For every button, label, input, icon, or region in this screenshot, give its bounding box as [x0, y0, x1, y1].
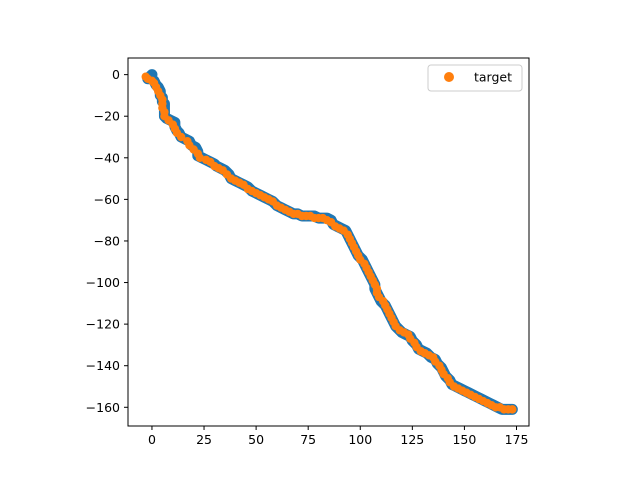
legend-label-target: target — [474, 70, 512, 85]
x-tick-label: 100 — [348, 432, 372, 447]
x-tick-label: 125 — [400, 432, 424, 447]
y-tick-label: −40 — [94, 150, 120, 165]
target-point — [176, 132, 186, 142]
y-tick-label: −140 — [86, 358, 120, 373]
plot-area — [128, 58, 529, 426]
series-layer — [141, 69, 518, 415]
y-tick-label: 0 — [112, 67, 120, 82]
y-tick-label: −120 — [86, 317, 120, 332]
plot-frame — [127, 57, 530, 427]
x-tick-label: 75 — [300, 432, 316, 447]
x-tick-label: 25 — [196, 432, 212, 447]
y-tick-label: −160 — [86, 400, 120, 415]
y-axis: 0 −20 −40 −60 −80 −100 −120 −140 −160 — [86, 67, 128, 415]
legend: target — [427, 64, 523, 92]
x-tick-label: 50 — [248, 432, 264, 447]
legend-marker-target — [444, 72, 454, 82]
x-tick-label: 150 — [452, 432, 476, 447]
x-axis: 0 25 50 75 100 125 150 175 — [148, 426, 528, 447]
legend-box — [427, 64, 523, 92]
y-tick-label: −20 — [94, 109, 120, 124]
y-tick-label: −100 — [86, 275, 120, 290]
x-tick-label: 0 — [148, 432, 156, 447]
y-tick-label: −80 — [94, 233, 120, 248]
series-target — [141, 72, 517, 414]
x-tick-label: 175 — [505, 432, 529, 447]
y-tick-label: −60 — [94, 192, 120, 207]
target-point — [508, 405, 517, 414]
